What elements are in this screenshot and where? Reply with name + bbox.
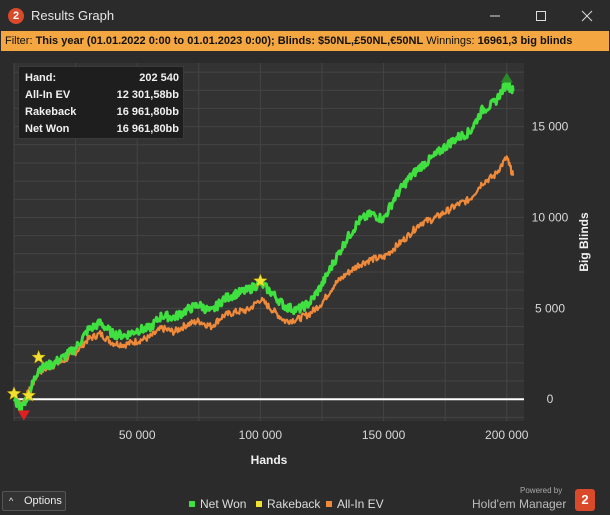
legend-label: Rakeback [267,497,321,511]
filter-prefix: Filter: [5,35,36,47]
y-tick-label: 10 000 [532,210,569,224]
close-icon [581,10,593,22]
hand-info-box: Hand: 202 540 All-In EV 12 301,58bb Rake… [18,66,184,139]
filter-criteria: This year (01.01.2022 0:00 to 01.01.2023… [35,35,424,47]
info-value: 16 961,80bb [116,106,179,118]
window-title: Results Graph [31,8,115,23]
bottom-bar: ^ Options Net Won Rakeback All-In EV Pow… [0,485,610,515]
results-graph[interactable]: 50 000 100 000 150 000 200 000 0 5 000 10 000 1… [0,51,610,471]
low-point-marker [17,410,30,421]
rakeback-star-marker [31,349,46,364]
info-row-rakeback: Rakeback 16 961,80bb [25,104,179,121]
x-tick-label: 50 000 [119,428,156,442]
info-label: All-In EV [25,89,71,101]
info-value: 12 301,58bb [116,89,179,101]
info-value: 202 540 [139,72,179,84]
y-tick-label: 5 000 [535,301,565,315]
info-row-hand: Hand: 202 540 [25,70,179,87]
rakeback-star-marker [6,386,22,400]
brand-name: Hold'em Manager [472,497,567,511]
close-button[interactable] [564,0,610,31]
rakeback-star-marker [21,387,37,402]
y-axis-label: Big Blinds [577,212,591,272]
powered-by-text: Powered by [520,486,563,495]
filter-winnings-value: 16961,3 big blinds [477,35,573,47]
brand-logo-icon: 2 [575,489,595,511]
y-tick-label: 0 [547,392,554,406]
filter-winnings-label: Winnings: [423,35,478,47]
maximize-icon [536,11,546,21]
info-label: Hand: [25,72,57,84]
x-axis-label: Hands [251,453,288,467]
x-tick-label: 150 000 [362,428,406,442]
legend-swatch-net-won [189,501,195,507]
x-tick-label: 100 000 [239,428,283,442]
legend-label: All-In EV [337,497,384,511]
minimize-icon [490,15,500,17]
info-label: Rakeback [25,106,77,118]
legend-label: Net Won [200,497,247,511]
app-logo-icon: 2 [8,8,24,24]
info-value: 16 961,80bb [116,123,179,135]
y-tick-label: 15 000 [532,120,569,134]
high-point-marker [500,72,513,83]
minimize-button[interactable] [472,0,518,31]
x-tick-label: 200 000 [485,428,529,442]
info-row-all-in-ev: All-In EV 12 301,58bb [25,87,179,104]
title-bar: 2 Results Graph [0,0,610,31]
options-label: Options [24,495,62,507]
chevron-up-icon: ^ [9,496,14,506]
info-row-net-won: Net Won 16 961,80bb [25,121,179,138]
maximize-button[interactable] [518,0,564,31]
legend-swatch-rakeback [256,501,262,507]
rakeback-star-marker [253,273,268,288]
filter-bar[interactable]: Filter: This year (01.01.2022 0:00 to 01… [1,31,609,51]
legend-swatch-all-in-ev [326,501,332,507]
info-label: Net Won [25,123,70,135]
options-button[interactable]: ^ Options [2,491,66,511]
